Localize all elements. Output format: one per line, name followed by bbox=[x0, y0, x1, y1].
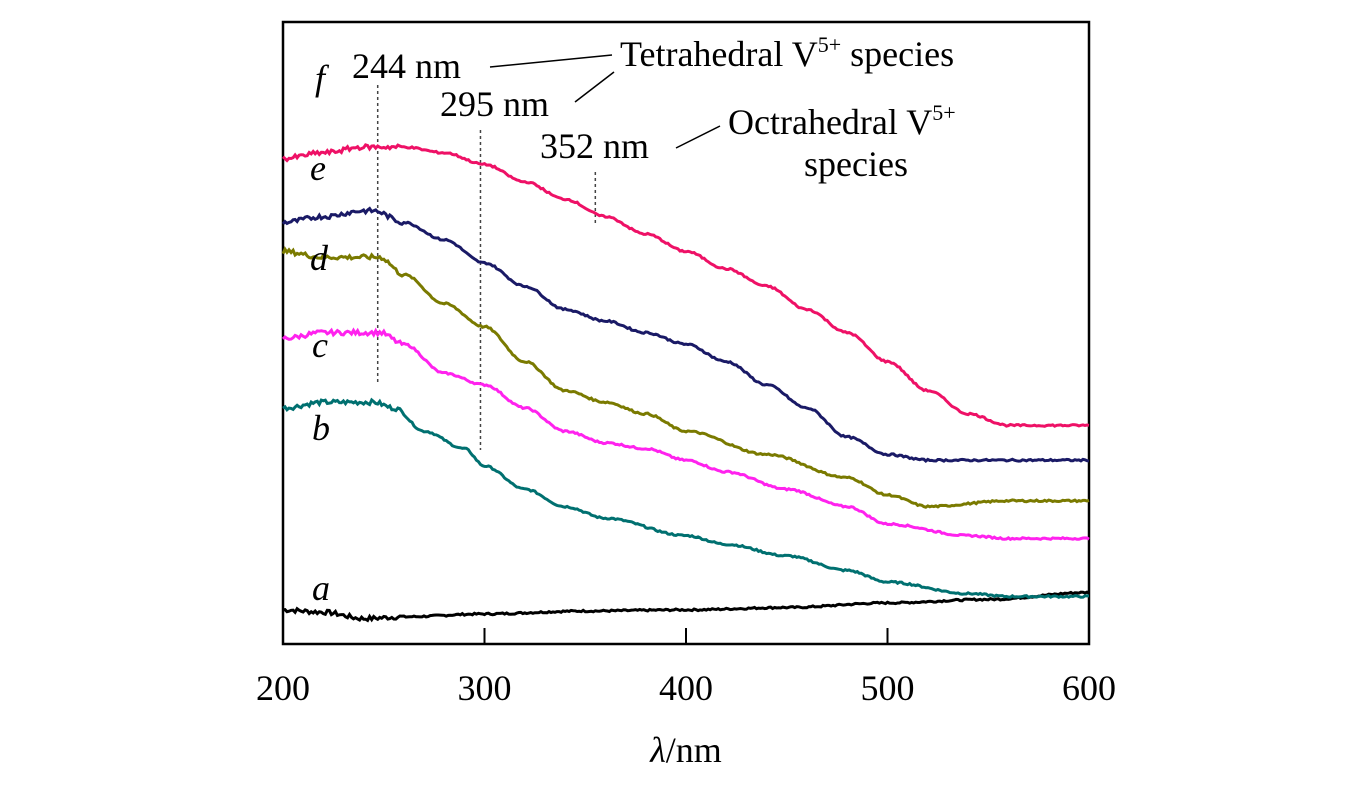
curve-label-b: b bbox=[312, 408, 330, 448]
curve-label-a: a bbox=[312, 568, 330, 608]
curve-label-d: d bbox=[310, 238, 329, 278]
peak-marker-group bbox=[376, 85, 597, 450]
x-tick-label-600: 600 bbox=[1062, 668, 1116, 708]
leader-295 bbox=[574, 71, 615, 103]
annotation-octahedral-line2: species bbox=[804, 144, 908, 184]
x-tick-label-500: 500 bbox=[861, 668, 915, 708]
annotation-tetrahedral: Tetrahedral V5+ species bbox=[620, 32, 954, 74]
tetrahedral-base: Tetrahedral V bbox=[620, 34, 818, 74]
tetrahedral-sup: 5+ bbox=[818, 32, 841, 57]
series-line-f bbox=[281, 143, 1090, 428]
curve-label-e: e bbox=[310, 148, 326, 188]
plot-frame bbox=[281, 20, 1091, 646]
tetrahedral-tail: species bbox=[841, 34, 954, 74]
x-axis-unit: /nm bbox=[666, 730, 722, 770]
octahedral-sup: 5+ bbox=[932, 100, 955, 125]
x-axis-label: λ/nm bbox=[649, 730, 722, 770]
x-axis-symbol: λ bbox=[649, 730, 666, 770]
series-line-e bbox=[281, 206, 1090, 463]
curve-label-f: f bbox=[315, 58, 330, 98]
x-tick-label-300: 300 bbox=[458, 668, 512, 708]
leader-352 bbox=[675, 125, 721, 149]
annotation-octahedral: Octrahedral V5+ bbox=[728, 100, 956, 142]
annotation-244: 244 nm bbox=[352, 46, 461, 86]
series-line-b bbox=[282, 397, 1089, 600]
x-tick-group: 200 300 400 500 600 bbox=[256, 628, 1116, 708]
curve-label-c: c bbox=[312, 325, 328, 365]
octahedral-base: Octrahedral V bbox=[728, 102, 932, 142]
series-group bbox=[281, 143, 1090, 623]
leader-244 bbox=[489, 54, 613, 68]
x-tick-label-200: 200 bbox=[256, 668, 310, 708]
series-line-d bbox=[281, 246, 1090, 509]
series-line-c bbox=[281, 327, 1090, 542]
curve-label-group: a b c d e f bbox=[310, 58, 330, 608]
annotation-295: 295 nm bbox=[440, 84, 549, 124]
annotation-group: 244 nm 295 nm 352 nm Tetrahedral V5+ spe… bbox=[352, 32, 956, 184]
x-tick-label-400: 400 bbox=[659, 668, 713, 708]
annotation-352: 352 nm bbox=[540, 126, 649, 166]
series-line-a bbox=[282, 590, 1090, 623]
